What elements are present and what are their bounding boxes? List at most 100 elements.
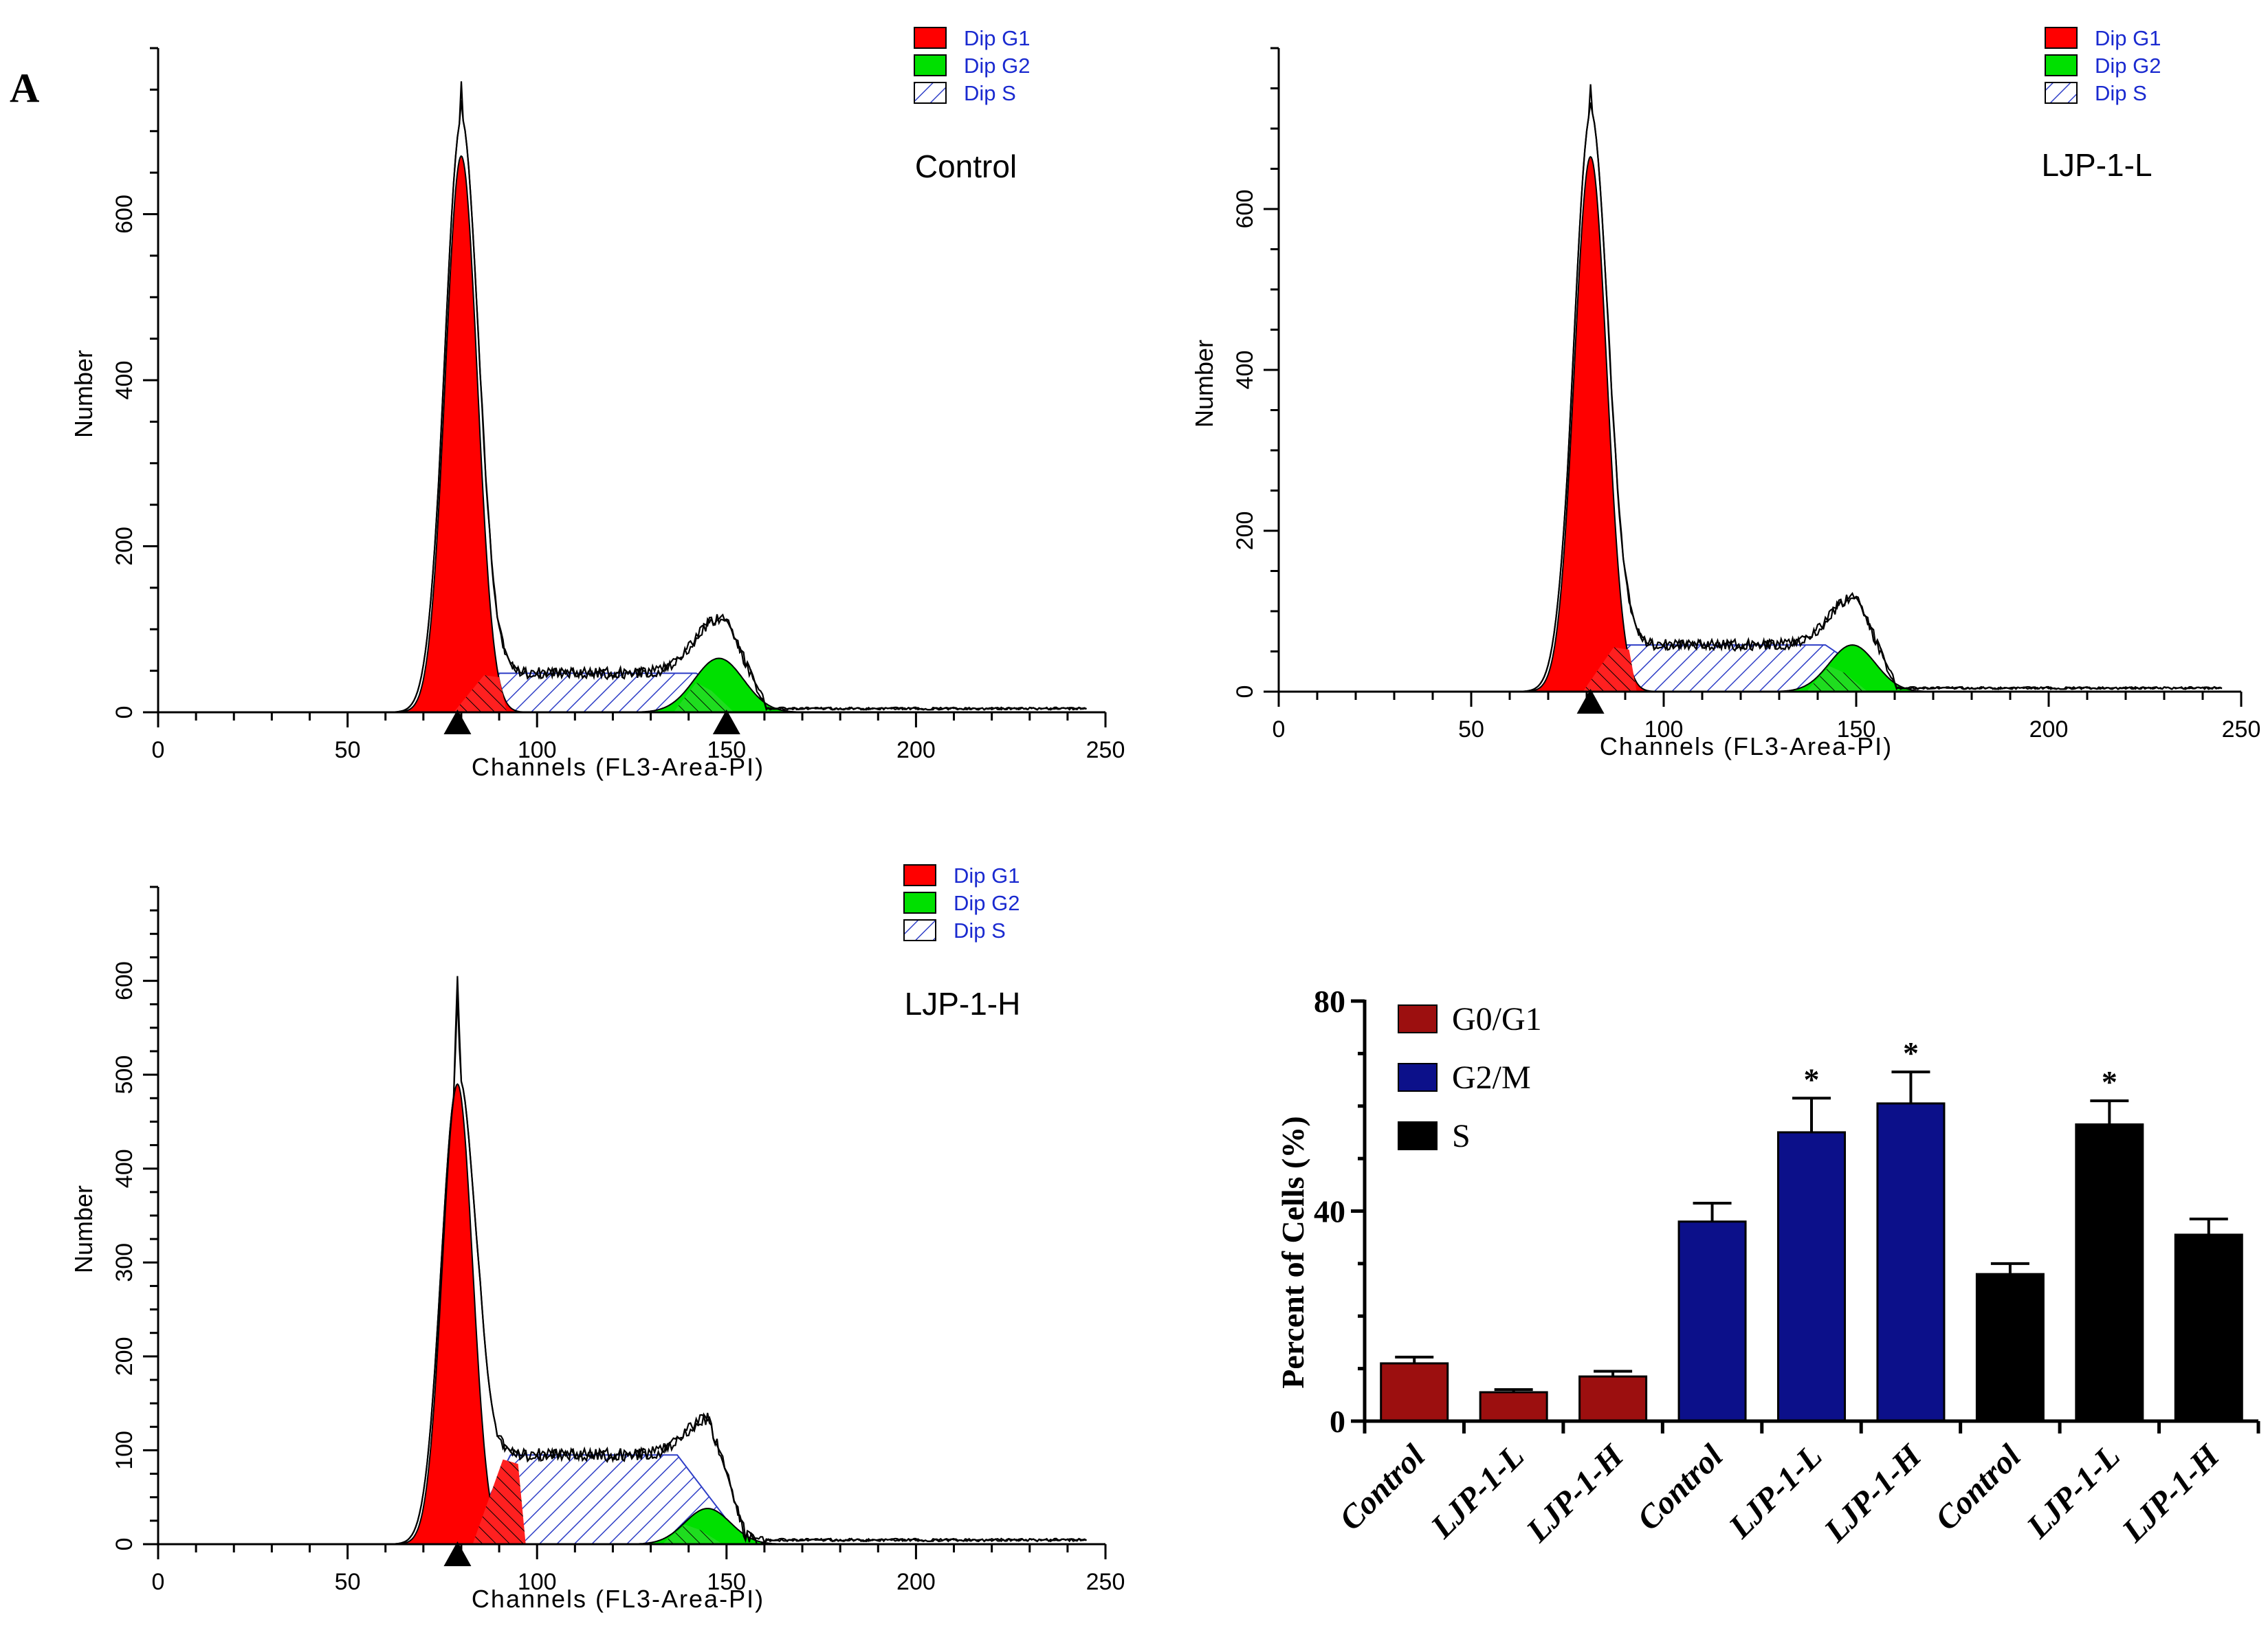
bar-legend-label: S [1452, 1118, 1471, 1154]
dip-g2-peak [628, 1508, 787, 1545]
histogram-ljp-1-h: 0 50 100 150 200 250 0 100 200 300 400 500 600 Channe… [69, 864, 1125, 1613]
bar-g0-g1 [1578, 1375, 1648, 1422]
total-envelope-line [1517, 102, 2223, 692]
category-label: LJP-1-H [1519, 1437, 1631, 1550]
category-label: LJP-1-L [1424, 1438, 1532, 1546]
x-tick-label: 100 [1644, 716, 1684, 743]
bar-y-tick-label: 80 [1314, 984, 1345, 1019]
x-tick-label: 250 [1086, 737, 1125, 763]
peak-marker-triangle [712, 710, 740, 734]
y-axis-label: Number [69, 350, 98, 438]
legend-swatch-dip-s [914, 82, 947, 104]
x-tick-label: 100 [518, 1569, 557, 1595]
total-envelope-line [393, 976, 1087, 1546]
significance-star: * [1804, 1062, 1820, 1097]
y-tick-label: 0 [1232, 685, 1258, 699]
bar-s [2174, 1233, 2243, 1422]
legend-label: Dip G1 [2095, 26, 2161, 50]
x-axis-label: Channels (FL3-Area-PI) [472, 1585, 764, 1613]
y-tick-label: 200 [1232, 512, 1258, 551]
bar-legend-swatch [1398, 1063, 1438, 1092]
x-tick-label: 200 [896, 737, 936, 763]
x-tick-label: 0 [152, 737, 165, 763]
legend-swatch-dip-g2 [903, 892, 936, 914]
category-label: Control [1928, 1438, 2028, 1537]
condition-label: LJP-1-H [905, 986, 1021, 1022]
y-tick-label: 200 [111, 527, 137, 566]
x-tick-label: 0 [152, 1569, 165, 1595]
significance-star: * [2102, 1064, 2117, 1099]
condition-label: Control [915, 149, 1017, 184]
g1-s-overlap [1583, 647, 1637, 692]
legend-swatch-dip-g1 [2045, 27, 2078, 49]
legend-label: Dip G1 [954, 864, 1020, 888]
bar-g2-m [1777, 1131, 1846, 1422]
bar-g2-m [1677, 1220, 1747, 1422]
x-tick-label: 150 [707, 737, 746, 763]
peak-marker-triangle [443, 710, 472, 734]
x-tick-label: 200 [896, 1569, 936, 1595]
x-tick-label: 0 [1273, 716, 1286, 743]
x-tick-label: 150 [707, 1569, 746, 1595]
g2-s-overlap [662, 1524, 723, 1544]
bar-y-axis-label: Percent of Cells (%) [1275, 1116, 1310, 1388]
y-tick-label: 0 [111, 706, 137, 719]
legend-label: Dip G1 [964, 26, 1030, 50]
bar-legend-swatch [1398, 1004, 1438, 1033]
legend-swatch-dip-g2 [914, 54, 947, 76]
x-tick-label: 100 [518, 737, 557, 763]
bar-legend-label: G2/M [1452, 1059, 1531, 1096]
significance-star: * [1903, 1035, 1919, 1070]
bar-g2-m [1876, 1102, 1946, 1422]
peak-marker-triangle [443, 1541, 472, 1566]
legend-swatch-dip-g1 [914, 27, 947, 49]
bar-s [2075, 1123, 2144, 1422]
y-tick-label: 200 [111, 1337, 137, 1376]
legend-swatch-dip-s [2045, 82, 2078, 104]
bar-s [1975, 1273, 2045, 1422]
bar-y-tick-label: 0 [1330, 1404, 1345, 1439]
legend-swatch-dip-s [903, 919, 936, 941]
g1-s-overlap [472, 1459, 526, 1544]
total-envelope-line [393, 100, 1088, 713]
bar-legend-label: G0/G1 [1452, 1001, 1542, 1037]
bar-legend-swatch [1398, 1121, 1438, 1150]
legend-swatch-dip-g2 [2045, 54, 2078, 76]
x-axis-label: Channels (FL3-Area-PI) [1600, 732, 1893, 760]
histogram-ljp-1-l: 0 50 100 150 200 250 0 200 400 600 Channels (FL3-A… [1190, 26, 2260, 760]
legend-label: Dip G2 [964, 54, 1030, 78]
x-tick-label: 200 [2029, 716, 2069, 743]
g2-s-overlap [1806, 666, 1868, 692]
y-tick-label: 400 [111, 1149, 137, 1188]
category-label: LJP-1-L [2019, 1438, 2127, 1546]
bar-g0-g1 [1479, 1391, 1548, 1422]
x-tick-label: 50 [1458, 716, 1484, 743]
dip-g1-peak [397, 155, 525, 713]
category-label: Control [1630, 1438, 1730, 1537]
peak-marker-triangle [1576, 689, 1605, 714]
y-axis-label: Number [69, 1185, 98, 1273]
y-tick-label: 600 [111, 961, 137, 1000]
dip-g1-peak [1526, 155, 1655, 692]
legend-swatch-dip-g1 [903, 864, 936, 886]
y-tick-label: 300 [111, 1243, 137, 1282]
x-tick-label: 150 [1837, 716, 1876, 743]
x-tick-label: 50 [335, 737, 361, 763]
legend-label: Dip S [2095, 81, 2147, 105]
x-tick-label: 250 [1086, 1569, 1125, 1595]
legend-label: Dip S [954, 919, 1006, 943]
y-tick-label: 400 [111, 361, 137, 400]
y-tick-label: 100 [111, 1431, 137, 1470]
y-tick-label: 500 [111, 1055, 137, 1095]
legend-label: Dip G2 [2095, 54, 2161, 78]
g2-s-overlap [673, 682, 734, 712]
x-tick-label: 250 [2222, 716, 2261, 743]
legend-label: Dip S [964, 81, 1016, 105]
total-envelope-line [393, 993, 1088, 1545]
y-tick-label: 600 [111, 195, 137, 234]
bar-g0-g1 [1380, 1362, 1449, 1422]
y-tick-label: 600 [1232, 190, 1258, 229]
category-label: LJP-1-L [1721, 1438, 1829, 1546]
y-tick-label: 0 [111, 1538, 137, 1551]
